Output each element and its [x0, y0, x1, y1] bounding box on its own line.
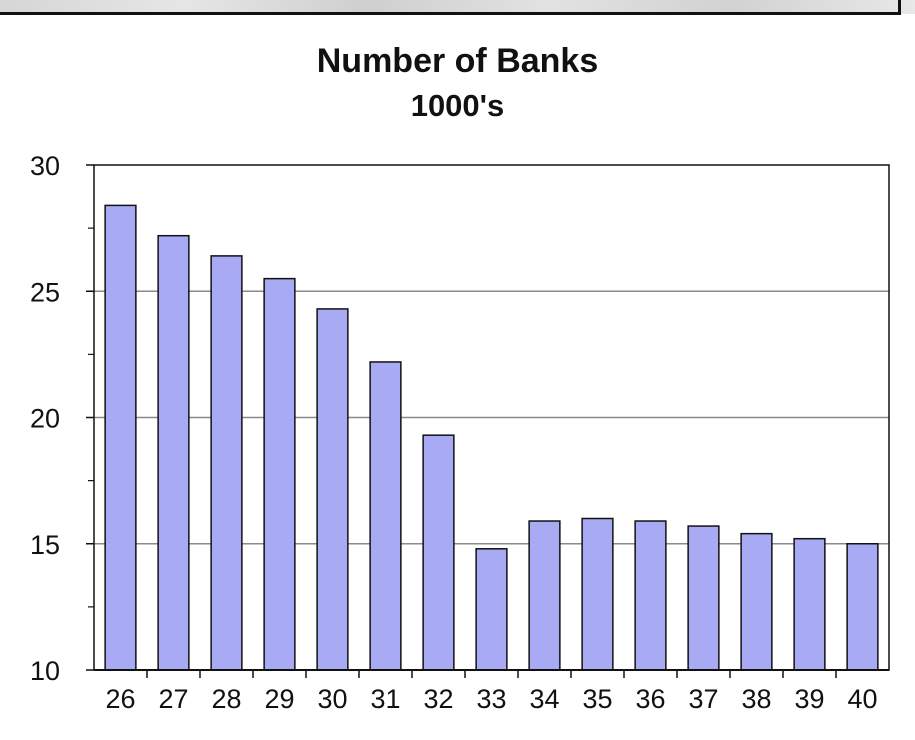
x-tick-label: 36: [635, 684, 665, 714]
x-tick-label: 30: [317, 684, 347, 714]
axes: [86, 164, 890, 678]
y-axis-labels: 10 15 20 25 30: [30, 151, 60, 686]
y-tick-label: 25: [30, 277, 60, 307]
x-tick-label: 32: [423, 684, 453, 714]
top-border: [0, 12, 900, 15]
bar-27: [157, 234, 190, 671]
x-axis-labels: 26 27 28 29 30 31 32 33 34 35 36 37 38 39 40: [105, 684, 877, 714]
bar-39: [793, 537, 826, 671]
x-tick-label: 37: [688, 684, 718, 714]
y-tick-label: 15: [30, 530, 60, 560]
right-border: [898, 0, 901, 15]
bar-26: [104, 204, 137, 671]
x-tick-label: 34: [529, 684, 559, 714]
bar-37: [687, 525, 720, 671]
bar-32: [422, 434, 455, 671]
x-tick-label: 26: [105, 684, 135, 714]
bar-35: [581, 517, 614, 671]
bar-28: [210, 255, 243, 671]
y-tick-label: 10: [30, 656, 60, 686]
chart-title: Number of Banks: [316, 42, 599, 80]
x-tick-label: 29: [264, 684, 294, 714]
x-tick-label: 39: [794, 684, 824, 714]
x-tick-label: 38: [741, 684, 771, 714]
x-tick-label: 27: [158, 684, 188, 714]
x-tick-label: 35: [582, 684, 612, 714]
bar-33: [475, 548, 508, 671]
chart-subtitle: 1000's: [410, 88, 505, 123]
bar-30: [316, 308, 349, 671]
top-toolbar-strip: [0, 0, 915, 14]
bar-34: [528, 520, 561, 671]
y-tick-label: 20: [30, 404, 60, 434]
bar-40: [846, 543, 879, 671]
bar-36: [634, 520, 667, 671]
bar-31: [369, 361, 402, 671]
x-tick-label: 28: [211, 684, 241, 714]
bars: [104, 204, 879, 671]
x-tick-label: 40: [847, 684, 877, 714]
bar-38: [740, 532, 773, 671]
x-tick-label: 33: [476, 684, 506, 714]
x-tick-label: 31: [370, 684, 400, 714]
y-tick-label: 30: [30, 151, 60, 181]
bar-29: [263, 277, 296, 671]
